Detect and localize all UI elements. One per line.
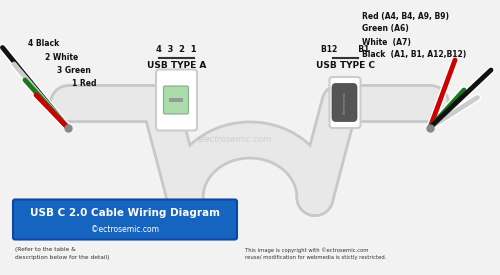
Text: (Refer to the table &
description below for the detail): (Refer to the table & description below … (15, 248, 110, 260)
Bar (169, 98, 183, 101)
Text: Green (A6): Green (A6) (362, 24, 409, 34)
FancyBboxPatch shape (13, 199, 237, 240)
Text: White  (A7): White (A7) (362, 37, 412, 46)
Text: Red (A4, B4, A9, B9): Red (A4, B4, A9, B9) (362, 12, 450, 21)
Text: 4 Black: 4 Black (28, 40, 59, 48)
Text: ©ectrosemic.com: ©ectrosemic.com (91, 224, 159, 233)
FancyBboxPatch shape (330, 77, 360, 128)
Text: electrosemic: electrosemic (343, 91, 347, 114)
Text: This image is copyright with ©ectrosemic.com
reuse/ modification for webmedia is: This image is copyright with ©ectrosemic… (245, 248, 386, 260)
Text: USB C 2.0 Cable Wiring Diagram: USB C 2.0 Cable Wiring Diagram (30, 208, 220, 218)
FancyBboxPatch shape (332, 84, 357, 122)
Text: 2 White: 2 White (45, 53, 78, 62)
Text: 3 Green: 3 Green (58, 65, 92, 75)
Text: Black  (A1, B1, A12,B12): Black (A1, B1, A12,B12) (362, 51, 467, 59)
Text: electrosemic.com: electrosemic.com (198, 136, 272, 144)
FancyBboxPatch shape (156, 70, 197, 131)
Text: B12        B1: B12 B1 (321, 45, 369, 54)
Text: 1 Red: 1 Red (72, 79, 97, 89)
Text: USB TYPE C: USB TYPE C (316, 61, 374, 70)
Text: 4  3  2  1: 4 3 2 1 (156, 45, 197, 54)
FancyBboxPatch shape (164, 86, 188, 114)
Text: USB TYPE A: USB TYPE A (147, 61, 206, 70)
